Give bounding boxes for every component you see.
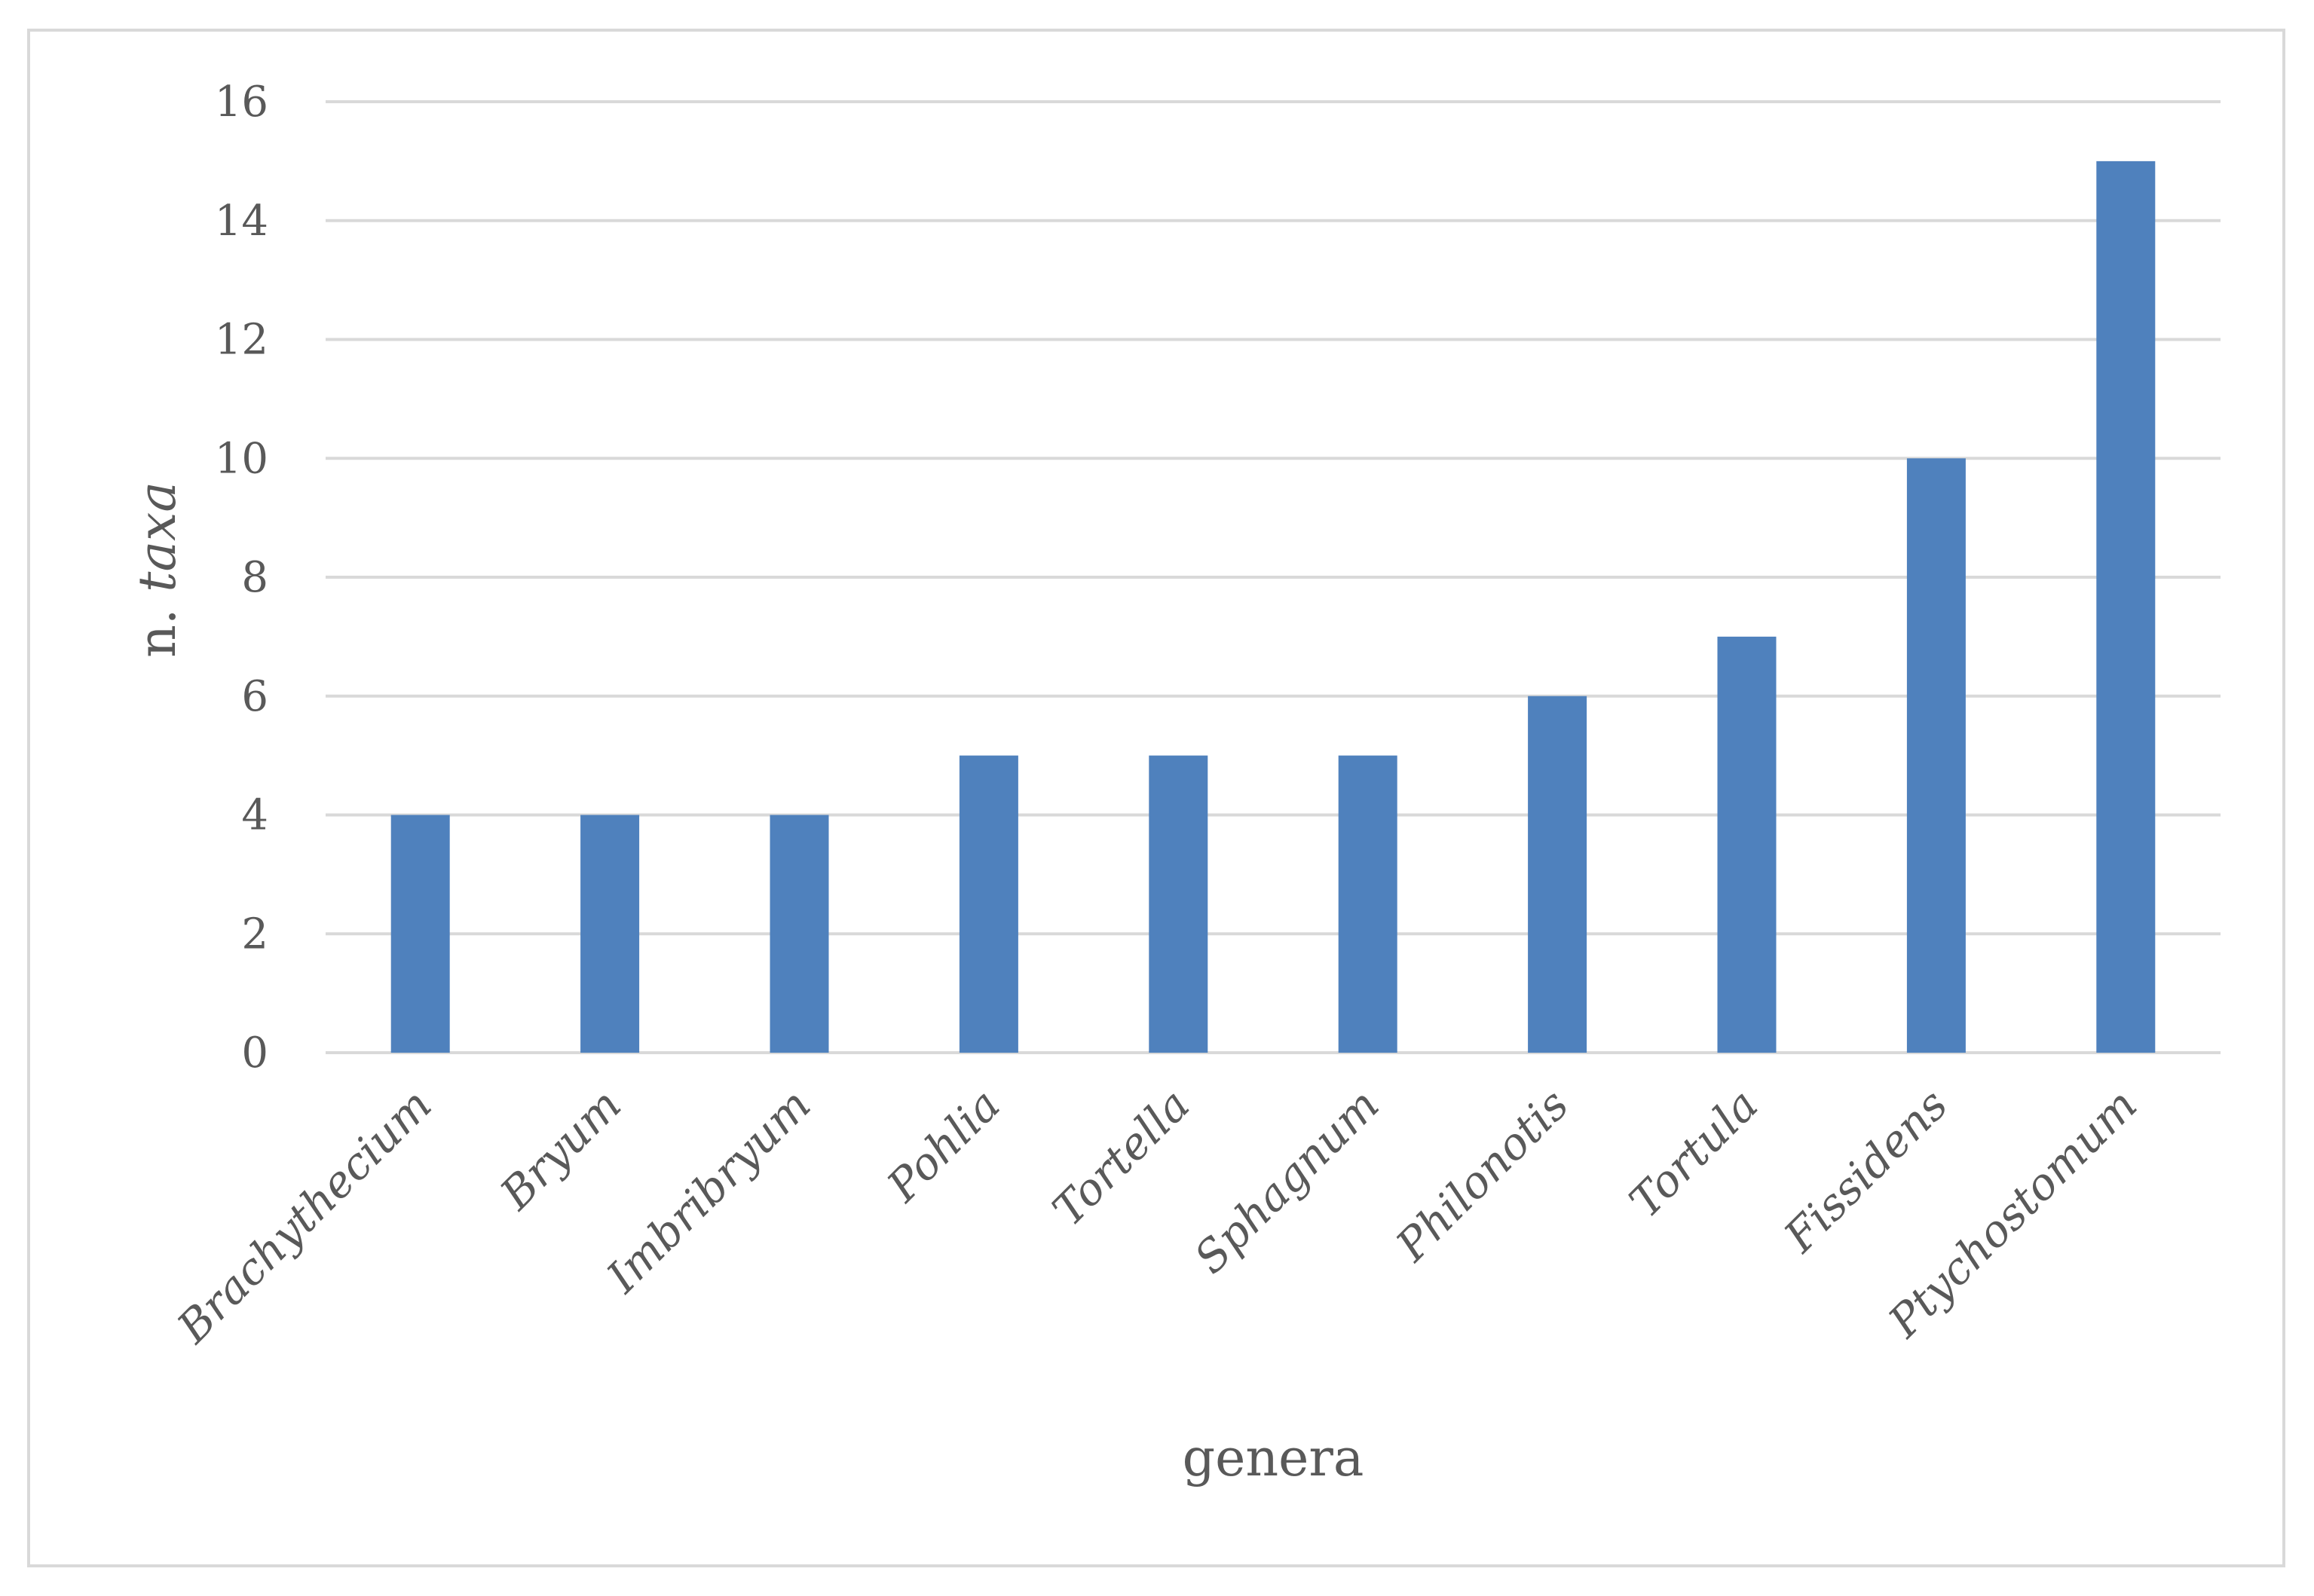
y-axis-ticks: 0 2 4 6 8 10 12 14 16 [215, 78, 268, 1078]
y-tick-label: 8 [241, 553, 268, 602]
x-tick-label-tortella: Tortella [1042, 1079, 1199, 1236]
x-tick-label-philonotis: Philonotis [1386, 1079, 1578, 1271]
x-tick-label-sphagnum: Sphagnum [1184, 1079, 1388, 1283]
y-tick-label: 14 [215, 197, 268, 246]
y-tick-label: 4 [241, 791, 268, 840]
x-axis-title: genera [1183, 1429, 1364, 1488]
grid-lines [326, 100, 2221, 1054]
y-tick-label: 12 [215, 316, 268, 365]
y-tick-label: 10 [215, 434, 268, 483]
x-tick-label-imbribryum: Imbribryum [596, 1079, 820, 1303]
bar-imbribryum [770, 815, 829, 1053]
bar-bryum [580, 815, 640, 1053]
bar-ptychostomum [2096, 161, 2156, 1053]
x-tick-label-pohlia: Pohlia [877, 1079, 1010, 1212]
y-tick-label: 2 [241, 910, 268, 959]
x-tick-label-brachythecium: Brachythecium [167, 1079, 442, 1353]
bar-sphagnum [1338, 755, 1397, 1053]
x-tick-label-bryum: Bryum [490, 1079, 631, 1220]
y-axis-title-prefix: n. [128, 592, 188, 658]
bars [390, 161, 2156, 1053]
bar-brachythecium [390, 815, 450, 1053]
y-tick-label: 16 [215, 78, 268, 127]
x-tick-label-fissidens: Fissidens [1774, 1079, 1957, 1263]
y-axis-title: n. taxa [128, 482, 188, 658]
y-axis-title-italic: taxa [128, 482, 188, 592]
bar-tortella [1149, 755, 1208, 1053]
bar-tortula [1717, 636, 1777, 1053]
bar-pohlia [959, 755, 1018, 1053]
bar-fissidens [1906, 458, 1966, 1053]
x-tick-label-tortula: Tortula [1619, 1079, 1768, 1228]
bar-philonotis [1528, 696, 1587, 1053]
y-tick-label: 6 [241, 672, 268, 721]
y-tick-label: 0 [241, 1029, 268, 1078]
